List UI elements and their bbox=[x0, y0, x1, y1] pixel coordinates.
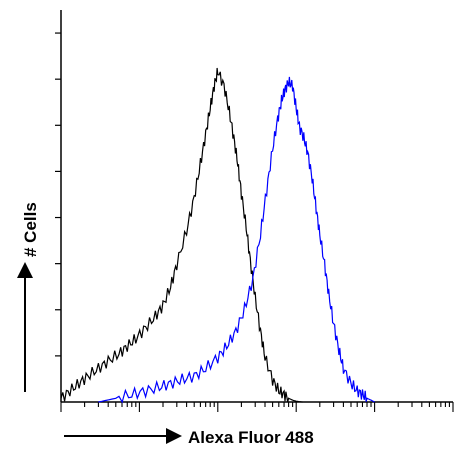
x-axis-label: Alexa Fluor 488 bbox=[188, 428, 314, 447]
y-axis-label: # Cells bbox=[21, 202, 40, 257]
y-ticks bbox=[55, 32, 61, 357]
axes bbox=[60, 10, 453, 403]
series-0-histogram-line bbox=[60, 67, 303, 403]
x-ticks bbox=[60, 402, 454, 412]
series-1-histogram-line bbox=[98, 76, 375, 404]
